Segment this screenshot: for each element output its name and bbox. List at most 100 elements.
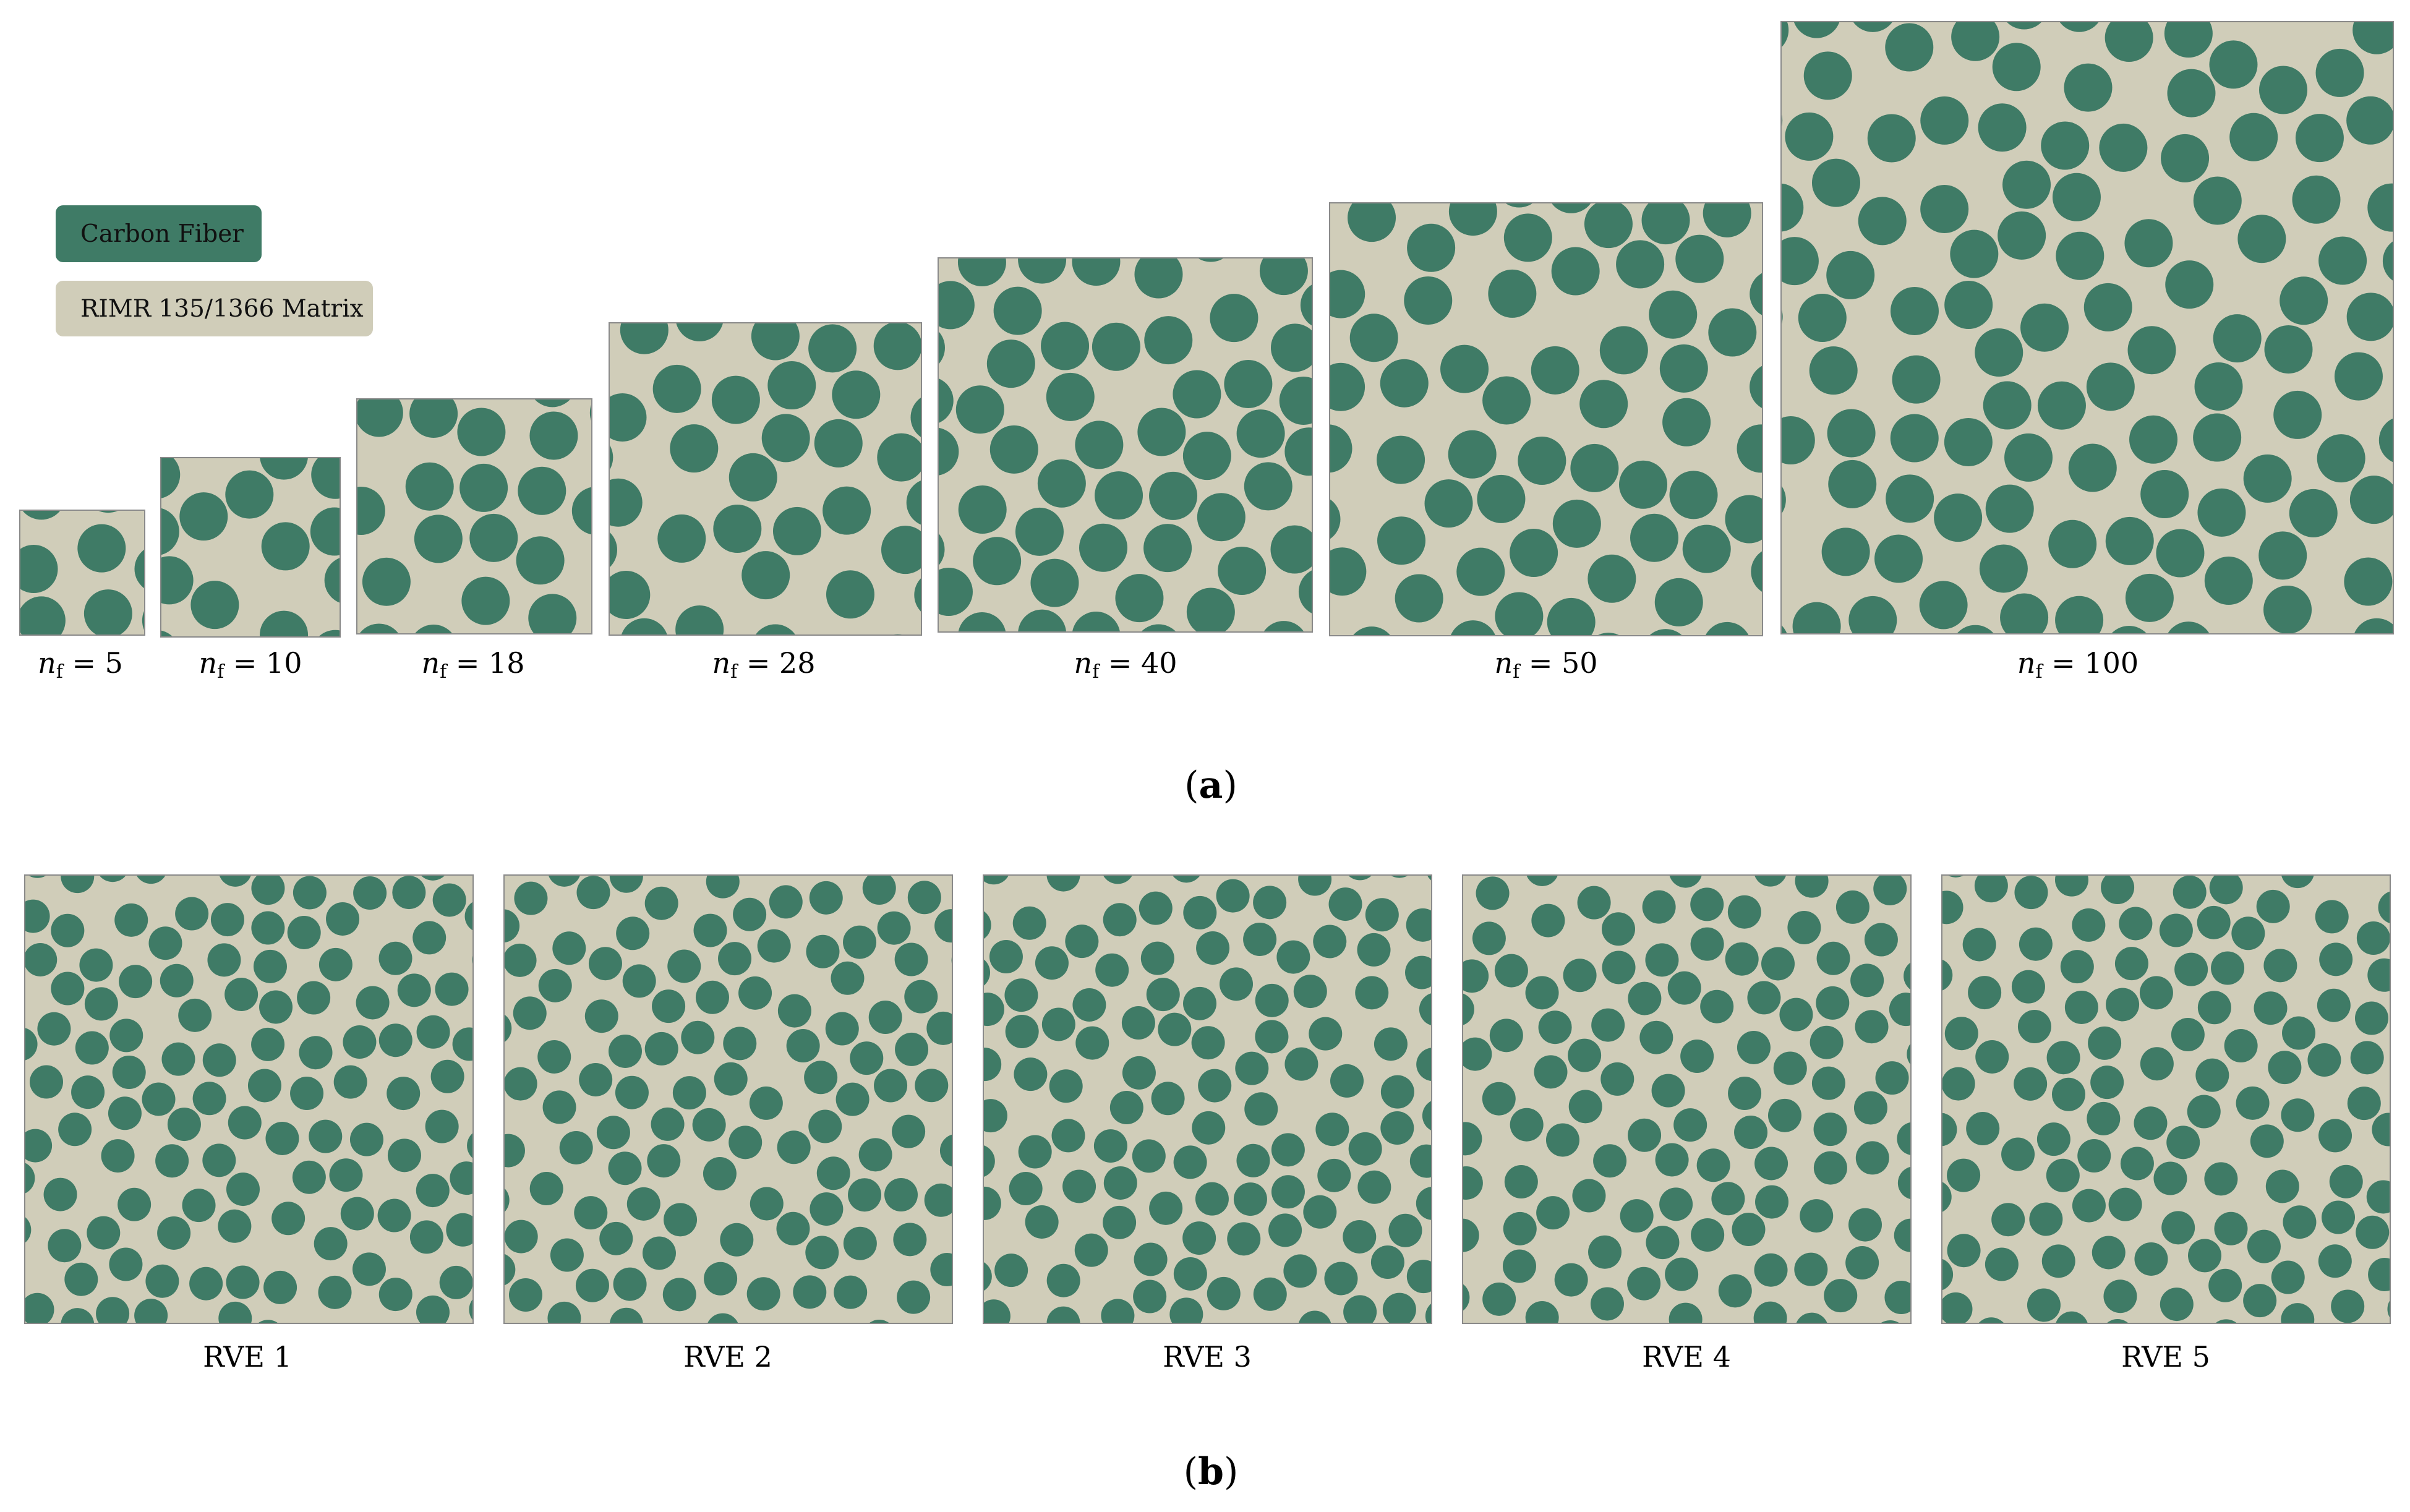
fiber xyxy=(2106,988,2140,1022)
fiber xyxy=(1890,286,1939,335)
fiber xyxy=(2237,215,2286,263)
fiber xyxy=(1330,424,1352,473)
fiber xyxy=(61,875,95,894)
fiber xyxy=(1597,633,1620,636)
n-subscript: f xyxy=(730,661,738,683)
fiber xyxy=(1675,234,1724,283)
n-subscript: f xyxy=(2035,661,2043,683)
fiber xyxy=(1894,1218,1911,1252)
fiber xyxy=(1482,1282,1516,1316)
fiber xyxy=(167,1108,201,1142)
fiber xyxy=(2229,113,2278,161)
fiber xyxy=(259,990,293,1024)
fiber xyxy=(1395,574,1443,623)
fiber xyxy=(2263,949,2297,983)
fiber xyxy=(2052,173,2101,221)
fiber xyxy=(834,1275,868,1309)
fiber xyxy=(868,1001,902,1035)
fiber xyxy=(938,281,975,330)
fiber xyxy=(1725,942,1759,976)
fiber xyxy=(179,492,228,541)
fiber xyxy=(777,994,811,1028)
fiber xyxy=(877,433,921,482)
fiber xyxy=(2029,1202,2063,1236)
fiber xyxy=(1628,1118,1662,1152)
legend-matrix-label: RIMR 135/1366 Matrix xyxy=(80,294,364,323)
fiber xyxy=(1182,432,1231,481)
fiber xyxy=(87,1216,121,1250)
fiber xyxy=(1463,993,1474,1025)
fiber xyxy=(2139,976,2173,1010)
fiber xyxy=(1370,1245,1404,1279)
fiber xyxy=(952,1067,986,1101)
cell-nf-40 xyxy=(938,257,1313,633)
fiber xyxy=(2120,1147,2154,1181)
fiber xyxy=(2258,531,2307,580)
fiber xyxy=(51,972,85,1006)
fiber xyxy=(1357,1170,1391,1204)
fiber xyxy=(938,532,945,566)
fiber xyxy=(2027,1288,2061,1322)
fiber xyxy=(2318,1119,2352,1153)
fiber xyxy=(957,258,1006,286)
fiber xyxy=(1947,1158,1981,1192)
caption-letter: b xyxy=(1198,1450,1224,1493)
fiber xyxy=(989,940,1023,974)
fiber xyxy=(1197,493,1246,542)
fiber xyxy=(1680,1040,1714,1074)
fiber xyxy=(1747,981,1781,1015)
n-symbol: n xyxy=(1494,646,1513,680)
fiber xyxy=(983,1099,1007,1133)
fiber xyxy=(1263,621,1304,632)
fiber xyxy=(1570,443,1619,492)
fiber xyxy=(1103,903,1137,937)
fiber xyxy=(416,1295,450,1323)
fiber xyxy=(1620,1199,1654,1233)
fiber xyxy=(1754,1147,1788,1181)
fiber xyxy=(2197,991,2231,1025)
fiber xyxy=(574,1196,608,1230)
fiber xyxy=(446,1213,473,1247)
fiber xyxy=(352,1252,386,1286)
fiber xyxy=(1348,875,1372,881)
fiber xyxy=(2281,875,2314,889)
fiber xyxy=(1220,967,1254,1001)
fiber xyxy=(939,1134,952,1167)
fiber xyxy=(516,536,565,585)
fiber xyxy=(2134,1242,2168,1276)
fiber xyxy=(2354,618,2393,634)
fiber xyxy=(1018,258,1067,284)
fiber xyxy=(1382,1292,1416,1323)
fiber xyxy=(1255,983,1289,1017)
fiber xyxy=(518,466,566,515)
fiber xyxy=(2124,219,2173,268)
fiber xyxy=(1942,891,1963,925)
fiber xyxy=(2268,1051,2302,1085)
fiber xyxy=(1183,895,1217,929)
fiber xyxy=(1236,1143,1270,1177)
fiber xyxy=(1505,203,1534,208)
fiber xyxy=(897,1280,931,1314)
fiber xyxy=(1545,1123,1579,1157)
fiber xyxy=(2088,1026,2122,1060)
fiber xyxy=(1873,875,1907,905)
fiber xyxy=(25,1163,35,1194)
fiber xyxy=(1079,523,1128,572)
fiber xyxy=(924,1183,952,1217)
fiber xyxy=(2077,1139,2111,1173)
fiber xyxy=(1794,1252,1828,1286)
fiber xyxy=(142,1082,176,1116)
fiber xyxy=(547,1301,581,1323)
fiber xyxy=(1377,435,1425,484)
fiber xyxy=(1821,527,1870,576)
fiber xyxy=(994,1254,1028,1288)
fiber xyxy=(1754,875,1787,887)
fiber xyxy=(825,1012,859,1046)
fiber xyxy=(704,1262,738,1296)
fiber xyxy=(2264,325,2313,374)
fiber xyxy=(414,625,453,634)
fiber xyxy=(2101,875,2135,905)
fiber xyxy=(161,458,181,498)
fiber xyxy=(1813,1113,1847,1147)
fiber xyxy=(1510,529,1558,578)
